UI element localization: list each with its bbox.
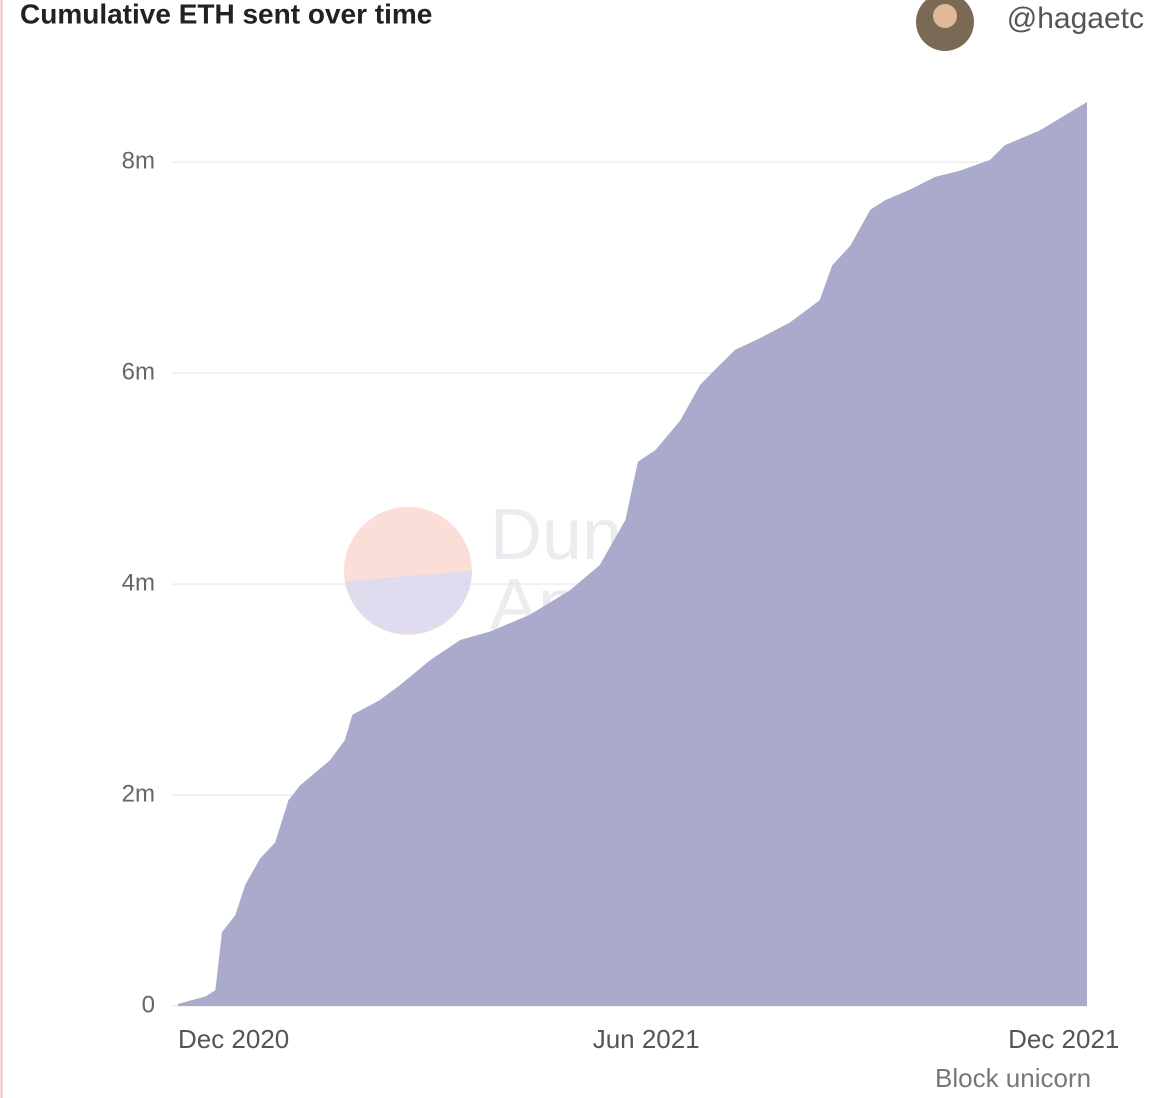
y-tick-label: 8m bbox=[122, 147, 155, 174]
area bbox=[178, 102, 1087, 1006]
axes: 0 2m 4m 6m 8m Dec 2020 Jun 2021 Dec 2021 bbox=[122, 147, 1120, 1053]
avatar-face bbox=[933, 4, 957, 28]
x-tick-label: Dec 2021 bbox=[1008, 1024, 1119, 1054]
x-tick-label: Dec 2020 bbox=[178, 1024, 289, 1054]
watermark-logo-lower bbox=[345, 571, 472, 634]
x-tick-label: Jun 2021 bbox=[593, 1024, 700, 1054]
y-tick-label: 6m bbox=[122, 358, 155, 385]
y-tick-label: 2m bbox=[122, 780, 155, 807]
y-tick-label: 4m bbox=[122, 569, 155, 596]
footer-watermark: Block unicorn bbox=[935, 1063, 1091, 1093]
chart-title: Cumulative ETH sent over time bbox=[20, 0, 432, 29]
y-tick-label: 0 bbox=[142, 991, 155, 1018]
author: @hagaetc bbox=[1007, 2, 1144, 35]
plot bbox=[178, 102, 1087, 1006]
